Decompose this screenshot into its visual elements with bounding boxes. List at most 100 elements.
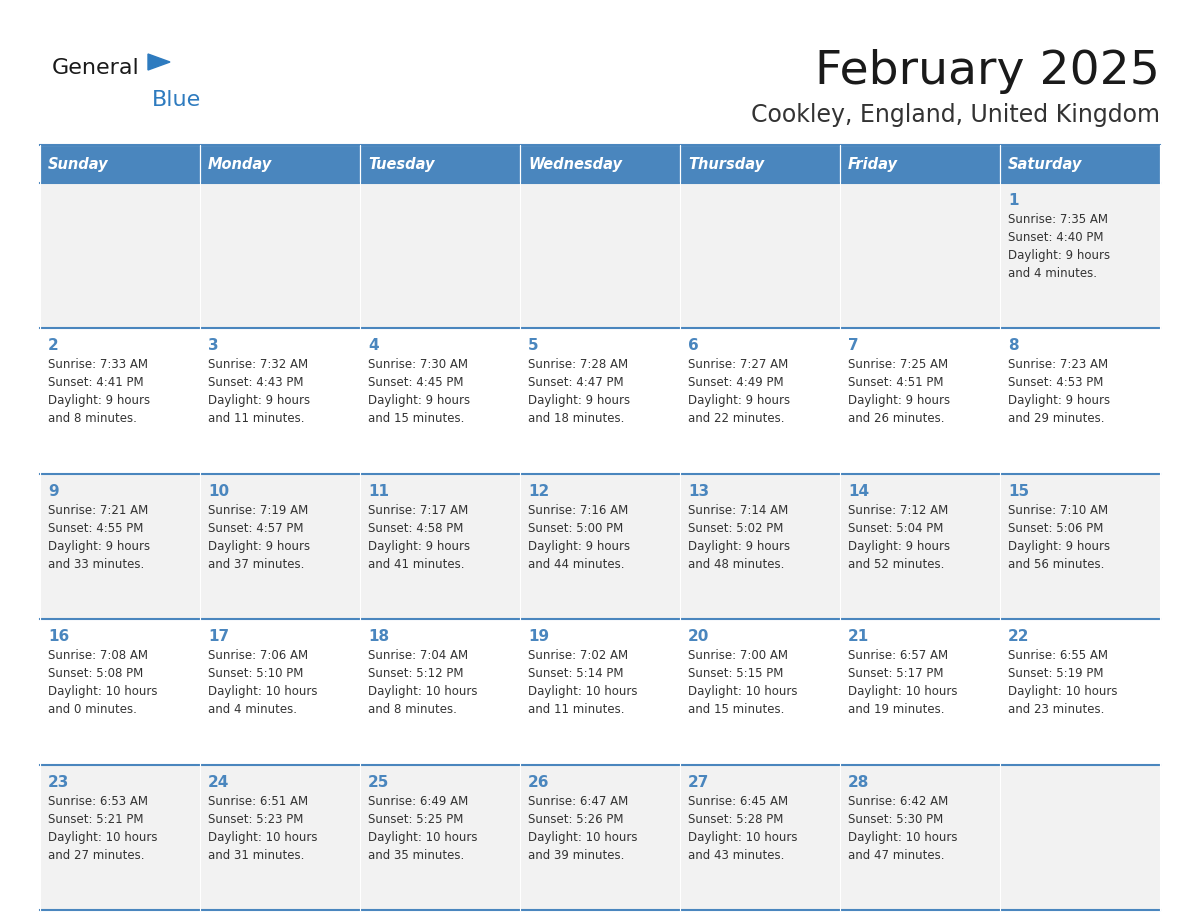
Text: Cookley, England, United Kingdom: Cookley, England, United Kingdom [751, 103, 1159, 127]
Text: Sunrise: 7:23 AM: Sunrise: 7:23 AM [1007, 358, 1108, 372]
Text: Sunrise: 7:17 AM: Sunrise: 7:17 AM [368, 504, 468, 517]
Text: Sunset: 4:41 PM: Sunset: 4:41 PM [48, 376, 144, 389]
Text: Sunrise: 6:55 AM: Sunrise: 6:55 AM [1007, 649, 1108, 662]
Text: Daylight: 10 hours: Daylight: 10 hours [848, 831, 958, 844]
Text: Daylight: 10 hours: Daylight: 10 hours [1007, 685, 1118, 699]
Text: Sunrise: 7:00 AM: Sunrise: 7:00 AM [688, 649, 788, 662]
Text: Sunset: 5:12 PM: Sunset: 5:12 PM [368, 667, 463, 680]
Text: Sunset: 5:04 PM: Sunset: 5:04 PM [848, 521, 943, 535]
Text: and 35 minutes.: and 35 minutes. [368, 848, 465, 862]
Text: Sunrise: 7:27 AM: Sunrise: 7:27 AM [688, 358, 789, 372]
Text: Sunrise: 6:49 AM: Sunrise: 6:49 AM [368, 795, 468, 808]
Text: Daylight: 9 hours: Daylight: 9 hours [848, 540, 950, 553]
Text: Sunrise: 7:04 AM: Sunrise: 7:04 AM [368, 649, 468, 662]
Text: February 2025: February 2025 [815, 50, 1159, 95]
Text: Daylight: 9 hours: Daylight: 9 hours [368, 540, 470, 553]
Bar [40, 329, 200, 474]
Text: Sunset: 5:25 PM: Sunset: 5:25 PM [368, 812, 463, 825]
Text: 21: 21 [848, 629, 870, 644]
Text: Sunset: 5:26 PM: Sunset: 5:26 PM [527, 812, 624, 825]
Text: 15: 15 [1007, 484, 1029, 498]
Text: 19: 19 [527, 629, 549, 644]
Bar [40, 765, 200, 910]
Text: and 18 minutes.: and 18 minutes. [527, 412, 625, 425]
Bar [200, 329, 360, 474]
Text: Sunset: 5:30 PM: Sunset: 5:30 PM [848, 812, 943, 825]
Text: and 44 minutes.: and 44 minutes. [527, 558, 625, 571]
Text: Sunrise: 7:30 AM: Sunrise: 7:30 AM [368, 358, 468, 372]
Bar [680, 145, 840, 183]
Text: 1: 1 [1007, 193, 1018, 208]
Text: Sunday: Sunday [48, 156, 108, 172]
Text: 9: 9 [48, 484, 58, 498]
Text: Saturday: Saturday [1007, 156, 1082, 172]
Text: 27: 27 [688, 775, 709, 789]
Bar [200, 145, 360, 183]
Text: Thursday: Thursday [688, 156, 764, 172]
Text: Daylight: 9 hours: Daylight: 9 hours [208, 395, 310, 408]
Text: Sunset: 5:06 PM: Sunset: 5:06 PM [1007, 521, 1104, 535]
Text: and 22 minutes.: and 22 minutes. [688, 412, 784, 425]
Bar [360, 145, 520, 183]
Bar [1000, 620, 1159, 765]
Text: Sunset: 5:00 PM: Sunset: 5:00 PM [527, 521, 624, 535]
Text: Sunset: 5:21 PM: Sunset: 5:21 PM [48, 812, 144, 825]
Text: Daylight: 9 hours: Daylight: 9 hours [848, 395, 950, 408]
Text: Sunset: 5:08 PM: Sunset: 5:08 PM [48, 667, 144, 680]
Bar [40, 183, 200, 329]
Text: Monday: Monday [208, 156, 272, 172]
Text: Daylight: 10 hours: Daylight: 10 hours [208, 685, 317, 699]
Text: Daylight: 9 hours: Daylight: 9 hours [1007, 395, 1110, 408]
Text: Sunrise: 6:51 AM: Sunrise: 6:51 AM [208, 795, 308, 808]
Bar [200, 183, 360, 329]
Bar [680, 620, 840, 765]
Text: Sunrise: 7:32 AM: Sunrise: 7:32 AM [208, 358, 308, 372]
Text: 20: 20 [688, 629, 709, 644]
Text: 6: 6 [688, 339, 699, 353]
Text: Sunrise: 7:08 AM: Sunrise: 7:08 AM [48, 649, 148, 662]
Bar [1000, 765, 1159, 910]
Text: Daylight: 10 hours: Daylight: 10 hours [368, 831, 478, 844]
Text: and 23 minutes.: and 23 minutes. [1007, 703, 1105, 716]
Bar [840, 474, 1000, 620]
Text: Sunset: 4:58 PM: Sunset: 4:58 PM [368, 521, 463, 535]
Text: Sunset: 4:51 PM: Sunset: 4:51 PM [848, 376, 943, 389]
Bar [520, 329, 680, 474]
Text: Sunrise: 7:16 AM: Sunrise: 7:16 AM [527, 504, 628, 517]
Bar [520, 183, 680, 329]
Text: Sunrise: 6:45 AM: Sunrise: 6:45 AM [688, 795, 788, 808]
Bar [520, 474, 680, 620]
Text: 28: 28 [848, 775, 870, 789]
Text: Daylight: 9 hours: Daylight: 9 hours [527, 395, 630, 408]
Bar [840, 329, 1000, 474]
Text: and 37 minutes.: and 37 minutes. [208, 558, 304, 571]
Text: 16: 16 [48, 629, 69, 644]
Text: 22: 22 [1007, 629, 1030, 644]
Text: Sunset: 5:28 PM: Sunset: 5:28 PM [688, 812, 783, 825]
Text: and 27 minutes.: and 27 minutes. [48, 848, 145, 862]
Bar [40, 474, 200, 620]
Text: and 19 minutes.: and 19 minutes. [848, 703, 944, 716]
Text: Daylight: 10 hours: Daylight: 10 hours [208, 831, 317, 844]
Text: 26: 26 [527, 775, 550, 789]
Text: Sunrise: 7:25 AM: Sunrise: 7:25 AM [848, 358, 948, 372]
Text: Sunset: 4:55 PM: Sunset: 4:55 PM [48, 521, 144, 535]
Text: and 11 minutes.: and 11 minutes. [208, 412, 304, 425]
Text: Daylight: 9 hours: Daylight: 9 hours [527, 540, 630, 553]
Text: Sunrise: 6:42 AM: Sunrise: 6:42 AM [848, 795, 948, 808]
Text: Friday: Friday [848, 156, 898, 172]
Text: Wednesday: Wednesday [527, 156, 623, 172]
Text: Sunset: 4:43 PM: Sunset: 4:43 PM [208, 376, 303, 389]
Text: Daylight: 9 hours: Daylight: 9 hours [1007, 540, 1110, 553]
Bar [40, 620, 200, 765]
Text: and 8 minutes.: and 8 minutes. [48, 412, 137, 425]
Text: Daylight: 10 hours: Daylight: 10 hours [368, 685, 478, 699]
Text: and 39 minutes.: and 39 minutes. [527, 848, 625, 862]
Text: 8: 8 [1007, 339, 1018, 353]
Text: Daylight: 10 hours: Daylight: 10 hours [48, 685, 158, 699]
Bar [360, 329, 520, 474]
Text: 17: 17 [208, 629, 229, 644]
Bar [360, 183, 520, 329]
Text: Sunset: 5:15 PM: Sunset: 5:15 PM [688, 667, 783, 680]
Text: Sunrise: 7:10 AM: Sunrise: 7:10 AM [1007, 504, 1108, 517]
